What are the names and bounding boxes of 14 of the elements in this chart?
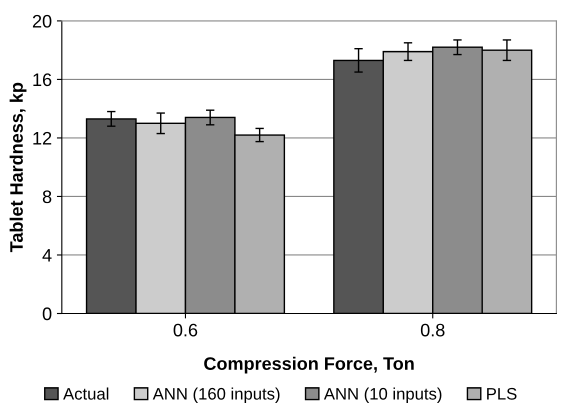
y-tick-label: 0: [42, 307, 52, 320]
legend-label: ANN (10 inputs): [324, 387, 442, 403]
x-tick-label: 0.8: [420, 324, 445, 336]
y-tick-label: 16: [33, 73, 52, 86]
legend-label: PLS: [487, 388, 517, 400]
legend-label: Actual: [63, 387, 108, 400]
legend-label: ANN (160 inputs): [152, 387, 280, 403]
y-tick-label: 4: [42, 249, 52, 262]
y-tick-label: 12: [33, 132, 52, 144]
x-axis-title: Compression Force, Ton: [204, 356, 414, 374]
y-tick-label: 20: [32, 14, 52, 28]
y-axis-title: Tablet Hardness, kp: [10, 82, 26, 252]
y-tick-label: 8: [42, 190, 52, 204]
x-tick-label: 0.6: [174, 324, 198, 336]
